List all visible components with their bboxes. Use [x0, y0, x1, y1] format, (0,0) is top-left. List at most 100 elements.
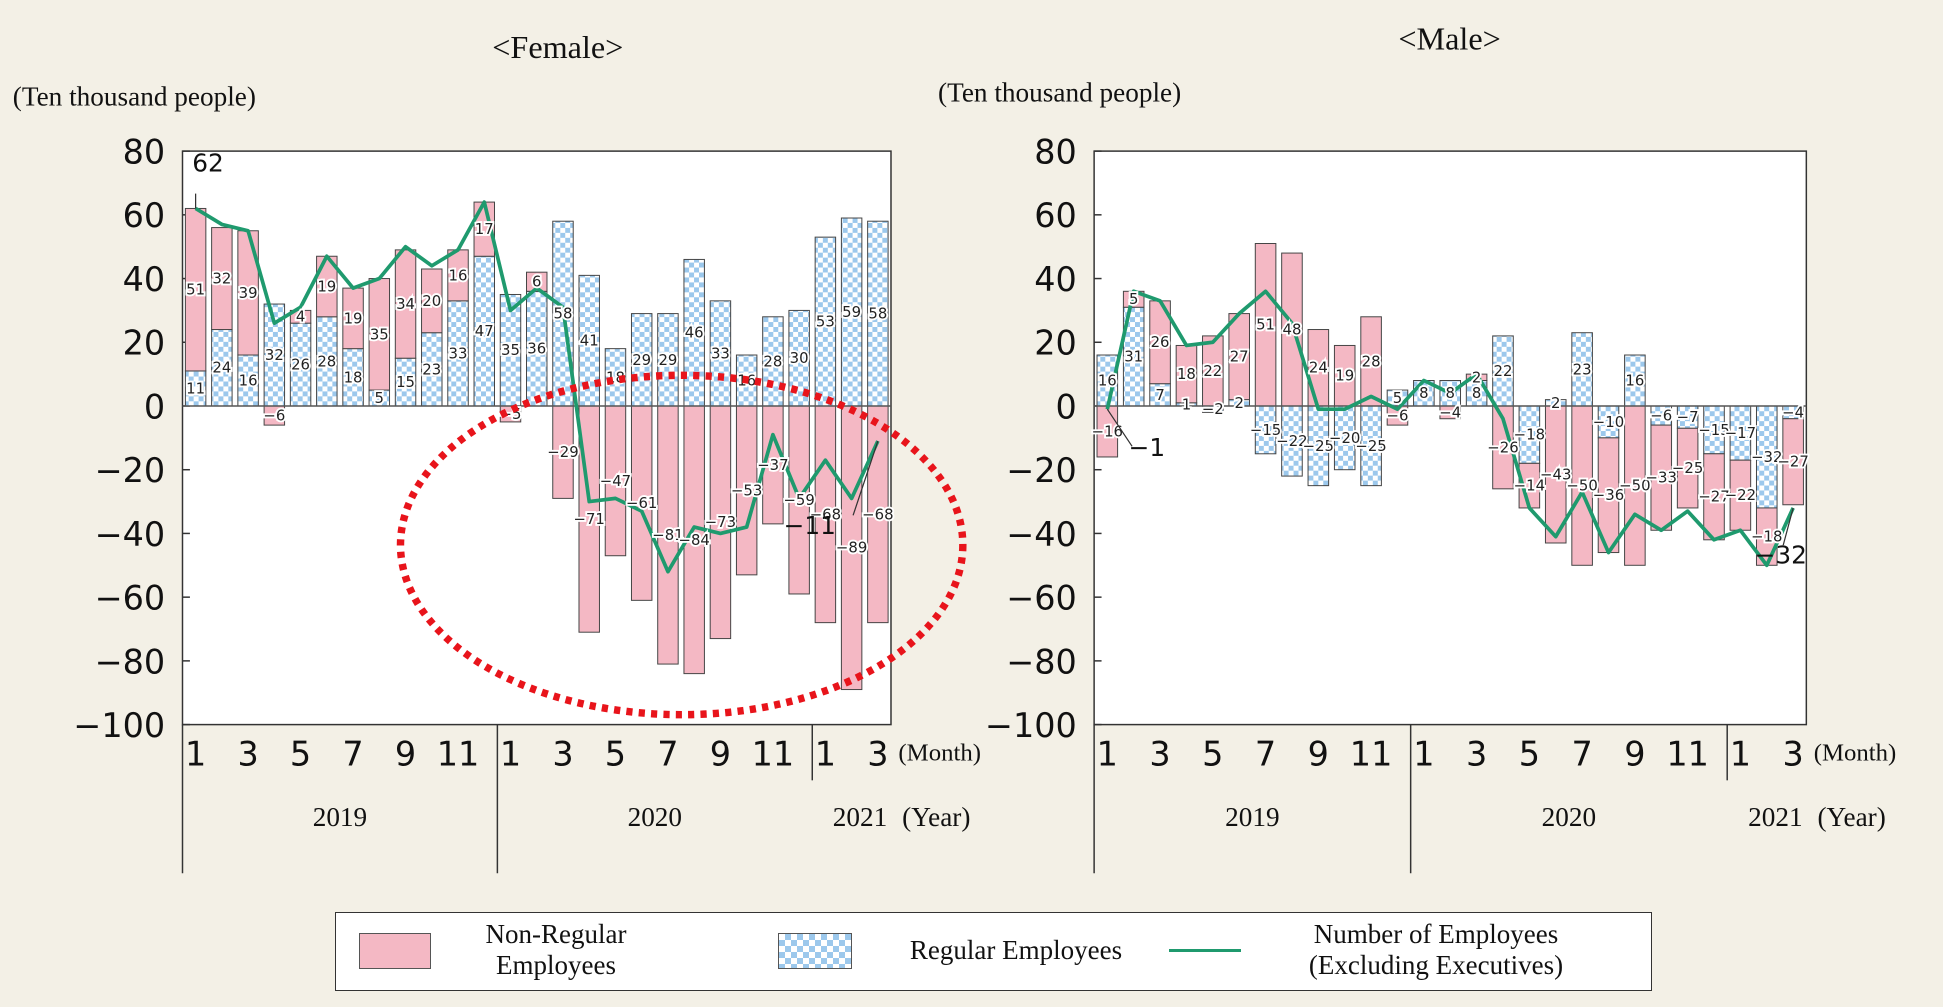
annotation-leader: [852, 440, 879, 516]
x-tick-label: 5: [1202, 734, 1223, 773]
y-tick-label: −20: [1006, 451, 1077, 490]
y-tick-label: 80: [1034, 132, 1077, 171]
x-unit: (Month): [1814, 740, 1897, 767]
x-tick-label: 3: [1466, 734, 1487, 773]
legend-label: Regular Employees: [909, 935, 1123, 965]
x-tick-label: 1: [185, 734, 206, 773]
x-tick-label: 7: [657, 734, 678, 773]
data-label: −6: [263, 407, 285, 425]
legend-label: Non-Regular Employees: [485, 919, 627, 980]
data-label: 7: [1155, 386, 1164, 404]
data-label: −50: [1566, 477, 1597, 495]
x-tick-label: 11: [1350, 734, 1393, 773]
non-regular-bar: [1676, 427, 1699, 509]
chart-title: <Female>: [492, 29, 623, 65]
data-label: 22: [1494, 362, 1513, 380]
year-label: 2021: [1748, 802, 1802, 832]
data-label: 51: [186, 281, 205, 299]
data-label: 2: [1472, 368, 1481, 386]
data-label: −89: [836, 539, 867, 557]
data-label: 20: [422, 292, 441, 310]
data-label: 1: [1182, 395, 1191, 413]
data-label: −25: [1303, 437, 1334, 455]
annotation-leader: [1782, 507, 1794, 546]
legend-swatch: [1169, 949, 1241, 952]
data-label: 18: [344, 368, 363, 386]
year-unit: (Year): [1817, 802, 1885, 832]
data-label: 16: [449, 266, 468, 284]
data-label: 51: [1256, 316, 1275, 334]
x-tick-label: 3: [1149, 734, 1170, 773]
data-label: 16: [1098, 371, 1117, 389]
data-label: −22: [1276, 432, 1307, 450]
y-tick-label: 0: [144, 387, 165, 426]
data-label: 8: [1445, 384, 1454, 402]
data-label: 23: [1573, 360, 1592, 378]
data-label: −81: [652, 526, 683, 544]
data-label: 29: [632, 351, 651, 369]
data-label: 48: [1282, 320, 1301, 338]
data-label: 16: [1625, 371, 1644, 389]
data-label: −7: [1677, 408, 1699, 426]
data-label: 33: [449, 344, 468, 362]
data-label: −4: [1782, 403, 1804, 421]
chart-title: <Male>: [1398, 21, 1500, 57]
employees-line: [1105, 289, 1795, 568]
year-label: 2020: [628, 802, 682, 832]
x-tick-label: 7: [1571, 734, 1592, 773]
data-label: −20: [1329, 429, 1360, 447]
plot-area: [181, 150, 892, 726]
y-tick-label: 40: [123, 260, 166, 299]
x-tick-label: 11: [752, 734, 795, 773]
data-label: 2: [1234, 394, 1243, 412]
non-regular-bar: [1782, 418, 1804, 506]
data-label: −14: [1514, 477, 1545, 495]
data-label: 39: [239, 284, 258, 302]
data-label: −15: [1698, 421, 1729, 439]
data-label: −50: [1619, 477, 1650, 495]
data-label: 47: [475, 322, 494, 340]
data-label: 26: [291, 356, 310, 374]
data-label: 16: [239, 371, 258, 389]
y-tick-label: 20: [1034, 324, 1077, 363]
data-label: 33: [711, 344, 730, 362]
x-tick-label: 3: [1783, 734, 1804, 773]
data-label: 53: [816, 313, 835, 331]
data-label: −18: [1751, 528, 1782, 546]
x-tick-label: 9: [1308, 734, 1329, 773]
legend-swatch: [359, 933, 431, 969]
y-tick-label: 60: [1034, 196, 1077, 235]
data-label: −53: [731, 481, 762, 499]
data-label: 5: [1393, 389, 1402, 407]
y-tick-label: 80: [123, 132, 166, 171]
data-label: 30: [790, 349, 809, 367]
annotation: −1: [1129, 433, 1166, 462]
data-label: −47: [600, 472, 631, 490]
year-label: 2020: [1542, 802, 1596, 832]
data-label: 26: [1151, 333, 1170, 351]
data-label: −37: [757, 456, 788, 474]
data-label: 23: [422, 360, 441, 378]
employees-line: [194, 200, 880, 574]
x-tick-label: 9: [1624, 734, 1645, 773]
x-tick-label: 9: [395, 734, 416, 773]
y-tick-label: −100: [985, 706, 1077, 745]
annotation: −11: [784, 511, 836, 540]
y-tick-label: −40: [95, 515, 166, 554]
x-tick-label: 3: [552, 734, 573, 773]
data-label: 28: [1362, 352, 1381, 370]
data-label: 19: [1335, 367, 1354, 385]
data-label: −84: [679, 531, 710, 549]
data-label: −6: [1387, 407, 1409, 425]
x-tick-label: 11: [1666, 734, 1709, 773]
non-regular-bar: [394, 249, 417, 359]
data-label: 5: [375, 389, 384, 407]
data-label: 8: [1472, 384, 1481, 402]
x-tick-label: 3: [237, 734, 258, 773]
data-label: 6: [532, 273, 541, 291]
data-label: 11: [186, 379, 205, 397]
data-label: −27: [1777, 453, 1808, 471]
x-tick-label: 1: [1097, 734, 1118, 773]
data-label: −27: [1698, 488, 1729, 506]
